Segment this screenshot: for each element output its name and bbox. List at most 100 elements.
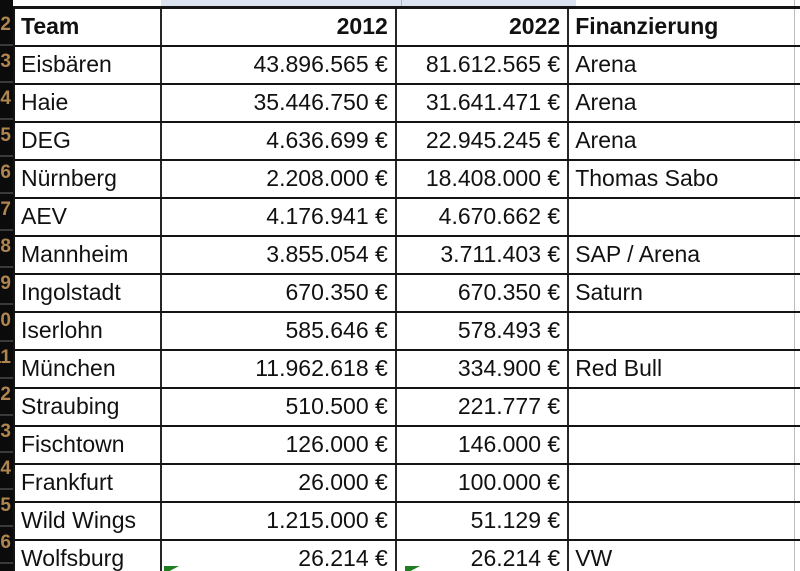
cell-finanzierung[interactable] — [568, 312, 800, 351]
row-number-cell[interactable]: 14 — [0, 453, 13, 490]
row-number-cell[interactable]: 7 — [0, 194, 13, 231]
row-number-cell[interactable]: 3 — [0, 46, 13, 83]
cell-finanzierung[interactable]: Arena — [568, 46, 800, 85]
row-number-cell[interactable]: 6 — [0, 157, 13, 194]
cell-team[interactable]: DEG — [14, 122, 162, 161]
table-row: Wild Wings 1.215.000 €51.129 € — [14, 502, 800, 541]
cell-y2012[interactable]: 126.000 € — [160, 426, 397, 465]
row-number-label: 11 — [0, 347, 11, 368]
cell-y2022[interactable]: 578.493 € — [395, 312, 570, 351]
row-number-cell[interactable]: 4 — [0, 83, 13, 120]
cell-y2022[interactable]: 4.670.662 € — [395, 198, 570, 237]
cell-finanzierung[interactable] — [568, 464, 800, 503]
cell-y2022[interactable]: 26.214 € — [395, 540, 570, 571]
cell-finanzierung[interactable]: Saturn — [568, 274, 800, 313]
table-row: Iserlohn 585.646 €578.493 € — [14, 312, 800, 351]
cell-y2022[interactable]: 146.000 € — [395, 426, 570, 465]
cell-y2012[interactable]: 1.215.000 € — [160, 502, 397, 541]
cell-y2022[interactable]: 31.641.471 € — [395, 84, 570, 123]
cell-y2022[interactable]: 334.900 € — [395, 350, 570, 389]
row-number-cell[interactable]: 5 — [0, 120, 13, 157]
cell-finanzierung[interactable] — [568, 388, 800, 427]
cell-y2012[interactable]: 43.896.565 € — [160, 46, 397, 85]
cell-team[interactable]: München — [14, 350, 162, 389]
cell-team[interactable]: Frankfurt — [14, 464, 162, 503]
row-number-cell[interactable]: 2 — [0, 9, 13, 46]
row-number-label: 9 — [0, 273, 11, 294]
cell-finanzierung[interactable] — [568, 426, 800, 465]
cell-y2012[interactable]: 35.446.750 € — [160, 84, 397, 123]
row-number-label: 17 — [0, 569, 11, 571]
row-number-label: 3 — [0, 51, 11, 72]
cell-y2022[interactable]: 221.777 € — [395, 388, 570, 427]
row-number-label: 12 — [0, 384, 11, 405]
row-number-label: 15 — [0, 495, 11, 516]
cell-finanzierung[interactable]: SAP / Arena — [568, 236, 800, 275]
table-row: Wolfsburg 26.214 €26.214 € VW — [14, 540, 800, 571]
row-number-cell[interactable]: 13 — [0, 416, 13, 453]
cell-team[interactable]: Ingolstadt — [14, 274, 162, 313]
cell-team[interactable]: Straubing — [14, 388, 162, 427]
cell-team[interactable]: Iserlohn — [14, 312, 162, 351]
cell-y2012[interactable]: 3.855.054 € — [160, 236, 397, 275]
cell-team[interactable]: Nürnberg — [14, 160, 162, 199]
cell-team[interactable]: Eisbären — [14, 46, 162, 85]
cell-y2012[interactable]: 4.176.941 € — [160, 198, 397, 237]
cell-finanzierung[interactable]: Arena — [568, 122, 800, 161]
cell-team[interactable]: Wolfsburg — [14, 540, 162, 571]
row-number-cell[interactable]: 11 — [0, 342, 13, 379]
column-gridline — [401, 0, 402, 6]
cell-y2012[interactable]: 2.208.000 € — [160, 160, 397, 199]
cell-y2022[interactable]: 51.129 € — [395, 502, 570, 541]
cell-y2012[interactable]: 4.636.699 € — [160, 122, 397, 161]
row-number-cell[interactable]: 8 — [0, 231, 13, 268]
row-number-label: 14 — [0, 458, 11, 479]
cell-y2022[interactable]: 22.945.245 € — [395, 122, 570, 161]
column-header-team[interactable]: Team — [14, 7, 162, 47]
row-number-cell[interactable]: 16 — [0, 527, 13, 564]
cell-finanzierung[interactable]: VW — [568, 540, 800, 571]
column-header-finanzierung[interactable]: Finanzierung — [568, 7, 800, 47]
cell-team[interactable]: AEV — [14, 198, 162, 237]
column-header-y2012[interactable]: 2012 — [160, 7, 397, 47]
error-indicator-icon — [164, 566, 179, 571]
cell-y2022[interactable]: 81.612.565 € — [395, 46, 570, 85]
cell-y2022[interactable]: 670.350 € — [395, 274, 570, 313]
cell-team[interactable]: Haie — [14, 84, 162, 123]
row-number-strip: 2 3 4 5 6 7 8 9 10 11 12 13 14 15 16 17 — [0, 0, 13, 571]
row-number-label: 6 — [0, 162, 11, 183]
cell-y2012[interactable]: 11.962.618 € — [160, 350, 397, 389]
data-table: Team 2012 2022 Finanzierung Eisbären 43.896.… — [13, 6, 800, 571]
cell-y2012[interactable]: 26.000 € — [160, 464, 397, 503]
row-number-cell[interactable]: 15 — [0, 490, 13, 527]
cell-y2012[interactable]: 26.214 € — [160, 540, 397, 571]
row-number-label: 10 — [0, 310, 11, 331]
cell-team[interactable]: Wild Wings — [14, 502, 162, 541]
column-header-y2022[interactable]: 2022 — [395, 7, 570, 47]
row-number-label: 7 — [0, 199, 11, 220]
table-row: DEG 4.636.699 €22.945.245 € Arena — [14, 122, 800, 161]
cell-team[interactable]: Fischtown — [14, 426, 162, 465]
cell-team[interactable]: Mannheim — [14, 236, 162, 275]
cell-finanzierung[interactable] — [568, 502, 800, 541]
cell-finanzierung[interactable] — [568, 198, 800, 237]
table-row: Mannheim 3.855.054 €3.711.403 € SAP / Aren… — [14, 236, 800, 275]
cell-finanzierung[interactable]: Red Bull — [568, 350, 800, 389]
cell-y2012[interactable]: 510.500 € — [160, 388, 397, 427]
row-number-label: 8 — [0, 236, 11, 257]
header-row: Team 2012 2022 Finanzierung — [14, 7, 800, 47]
cell-y2012[interactable]: 670.350 € — [160, 274, 397, 313]
cell-y2012[interactable]: 585.646 € — [160, 312, 397, 351]
row-number-cell[interactable]: 10 — [0, 305, 13, 342]
row-number-cell[interactable]: 12 — [0, 379, 13, 416]
cell-y2022[interactable]: 3.711.403 € — [395, 236, 570, 275]
row-number-cell[interactable]: 17 — [0, 564, 13, 571]
cell-finanzierung[interactable]: Thomas Sabo — [568, 160, 800, 199]
cell-finanzierung[interactable]: Arena — [568, 84, 800, 123]
cell-y2022[interactable]: 18.408.000 € — [395, 160, 570, 199]
cell-y2022[interactable]: 100.000 € — [395, 464, 570, 503]
row-number-cell[interactable]: 9 — [0, 268, 13, 305]
table-row: Eisbären 43.896.565 €81.612.565 € Arena — [14, 46, 800, 85]
row-number-label: 5 — [0, 125, 11, 146]
